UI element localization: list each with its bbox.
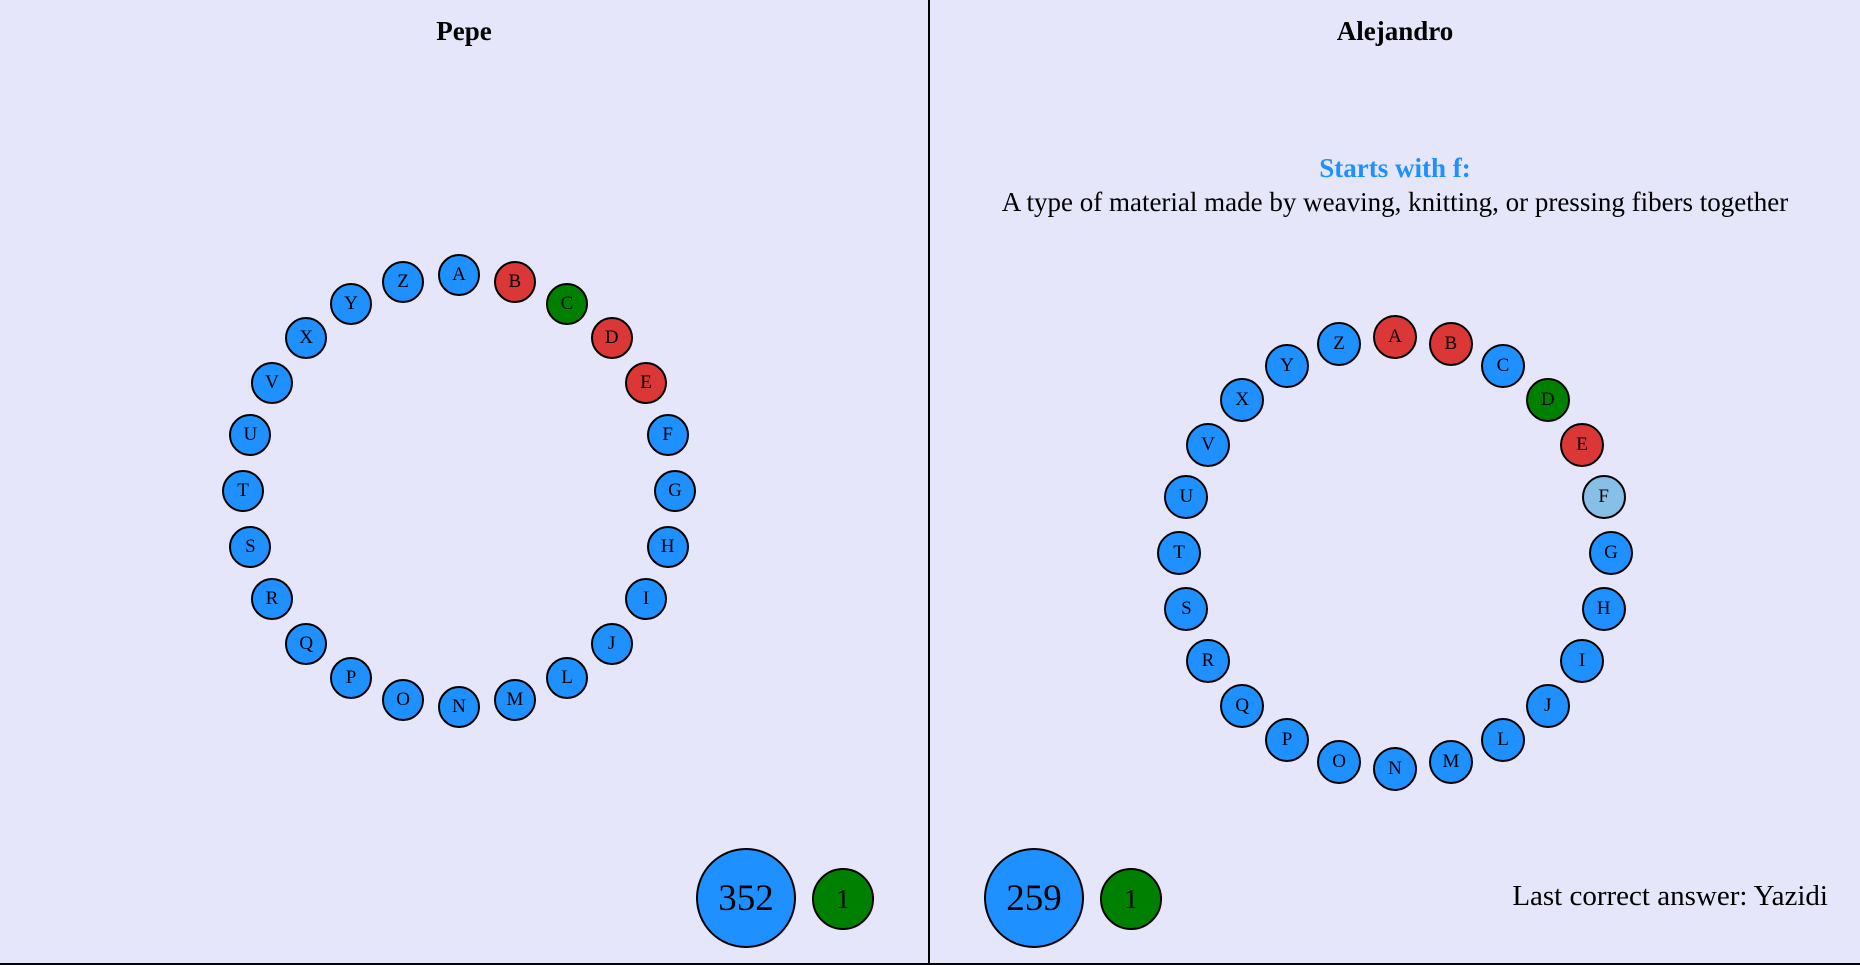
last-correct-answer: Last correct answer: Yazidi [1512,880,1828,912]
letter-t[interactable]: T [222,470,264,512]
player-name: Pepe [436,16,492,46]
letter-l[interactable]: L [1481,718,1525,763]
letter-a[interactable]: A [1373,315,1417,359]
letter-r[interactable]: R [1185,639,1230,683]
letter-u[interactable]: U [1164,475,1209,520]
letter-h[interactable]: H [1581,586,1626,631]
letter-f[interactable]: F [646,414,689,457]
panel-divider [928,0,930,965]
letter-x[interactable]: X [285,317,328,360]
letter-d[interactable]: D [590,317,633,360]
letter-a[interactable]: A [438,254,480,296]
letter-u[interactable]: U [229,414,272,457]
letter-z[interactable]: Z [1317,322,1362,367]
letter-v[interactable]: V [250,362,293,404]
letter-c[interactable]: C [546,282,588,325]
letter-j[interactable]: J [590,622,633,665]
player-name: Alejandro [1336,16,1454,46]
letter-i[interactable]: I [1560,639,1605,683]
letter-c[interactable]: C [1481,343,1525,388]
letter-b[interactable]: B [1428,322,1473,367]
letter-m[interactable]: M [493,678,536,721]
letter-i[interactable]: I [625,578,668,620]
letter-e[interactable]: E [1560,423,1605,467]
letter-b[interactable]: B [493,261,536,304]
letter-p[interactable]: P [330,657,372,700]
score-counter: 259 [984,848,1084,948]
letter-g[interactable]: G [654,470,696,512]
player-panel-right: Alejandro Starts with f: A type of mater… [930,0,1860,965]
letter-p[interactable]: P [1265,718,1309,763]
letter-y[interactable]: Y [1265,343,1309,388]
letter-q[interactable]: Q [1220,683,1265,728]
question-hint: Starts with f: A type of material made b… [930,150,1860,218]
bottom-border [0,963,1860,965]
letter-o[interactable]: O [1317,739,1362,784]
letter-s[interactable]: S [229,525,272,568]
hint-definition: A type of material made by weaving, knit… [1001,187,1789,217]
hint-title: Starts with f: [1319,153,1471,183]
letter-h[interactable]: H [646,525,689,568]
correct-counter: 1 [1100,868,1162,930]
letter-f[interactable]: F [1581,475,1626,520]
score-counter: 352 [696,848,796,948]
letter-g[interactable]: G [1589,531,1633,575]
letter-s[interactable]: S [1164,586,1209,631]
letter-m[interactable]: M [1428,739,1473,784]
letter-l[interactable]: L [546,657,588,700]
letter-q[interactable]: Q [285,622,328,665]
letter-z[interactable]: Z [382,261,425,304]
letter-x[interactable]: X [1220,378,1265,423]
letter-o[interactable]: O [382,678,425,721]
correct-counter: 1 [812,868,874,930]
letter-j[interactable]: J [1525,683,1570,728]
letter-v[interactable]: V [1185,423,1230,467]
letter-d[interactable]: D [1525,378,1570,423]
letter-e[interactable]: E [625,362,668,404]
letter-y[interactable]: Y [330,282,372,325]
letter-t[interactable]: T [1157,531,1201,575]
letter-r[interactable]: R [250,578,293,620]
letter-n[interactable]: N [1373,747,1417,791]
letter-n[interactable]: N [438,686,480,728]
